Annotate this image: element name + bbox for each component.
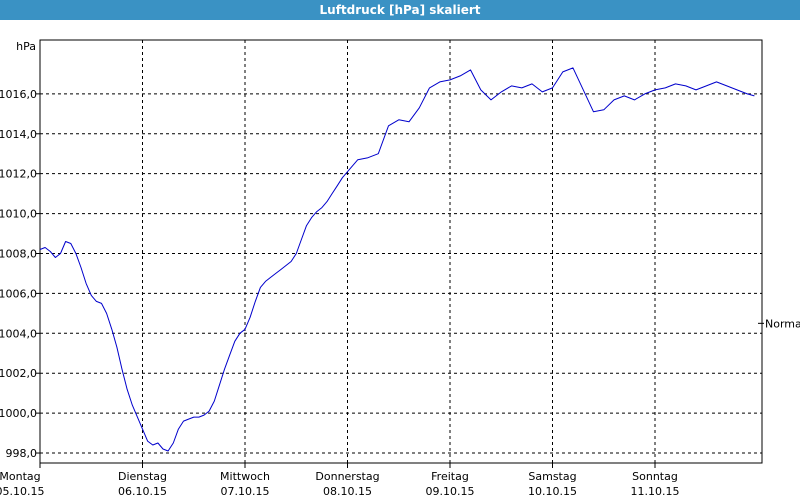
y-tick-label: 1012,0 <box>0 168 37 181</box>
y-axis: 998,0 1000,0 1002,0 1004,0 1006,0 1008,0 1010,… <box>0 88 40 460</box>
series-layer <box>39 67 755 452</box>
y-tick-label: 1008,0 <box>0 247 37 260</box>
x-tick-date: 10.10.15 <box>528 485 577 498</box>
plot-frame <box>39 39 763 464</box>
x-tick-day: Dienstag <box>118 470 167 483</box>
x-tick-day: Samstag <box>528 470 576 483</box>
x-tick-day: Donnerstag <box>315 470 379 483</box>
y-tick-label: 1002,0 <box>0 367 37 380</box>
x-tick-day: Mittwoch <box>220 470 270 483</box>
chart-area: 998,0 1000,0 1002,0 1004,0 1006,0 1008,0 1010,… <box>0 39 800 498</box>
y-tick-label: 1014,0 <box>0 128 37 141</box>
y-tick-label: 1010,0 <box>0 208 37 221</box>
x-tick-date: 05.10.15 <box>0 485 44 498</box>
x-tick-date: 09.10.15 <box>426 485 475 498</box>
y-tick-label: 998,0 <box>6 447 38 460</box>
chart-title: Luftdruck [hPa] skaliert <box>0 0 800 20</box>
pressure-line <box>39 67 755 452</box>
y-tick-label: 1006,0 <box>0 287 37 300</box>
x-tick-date: 11.10.15 <box>631 485 680 498</box>
x-tick-day: Montag <box>0 470 41 483</box>
x-tick-date: 08.10.15 <box>323 485 372 498</box>
y-axis-label: hPa <box>16 40 36 53</box>
x-tick-date: 06.10.15 <box>118 485 167 498</box>
x-tick-day: Sonntag <box>632 470 678 483</box>
x-tick-day: Freitag <box>431 470 469 483</box>
y-tick-label: 1016,0 <box>0 88 37 101</box>
grid <box>40 40 762 463</box>
y-tick-label: 1000,0 <box>0 407 37 420</box>
x-tick-date: 07.10.15 <box>221 485 270 498</box>
x-axis: Montag 05.10.15 Dienstag 06.10.15 Mittwoch 07… <box>0 463 679 498</box>
reference-label: Normal <box>765 317 800 330</box>
y-tick-label: 1004,0 <box>0 327 37 340</box>
